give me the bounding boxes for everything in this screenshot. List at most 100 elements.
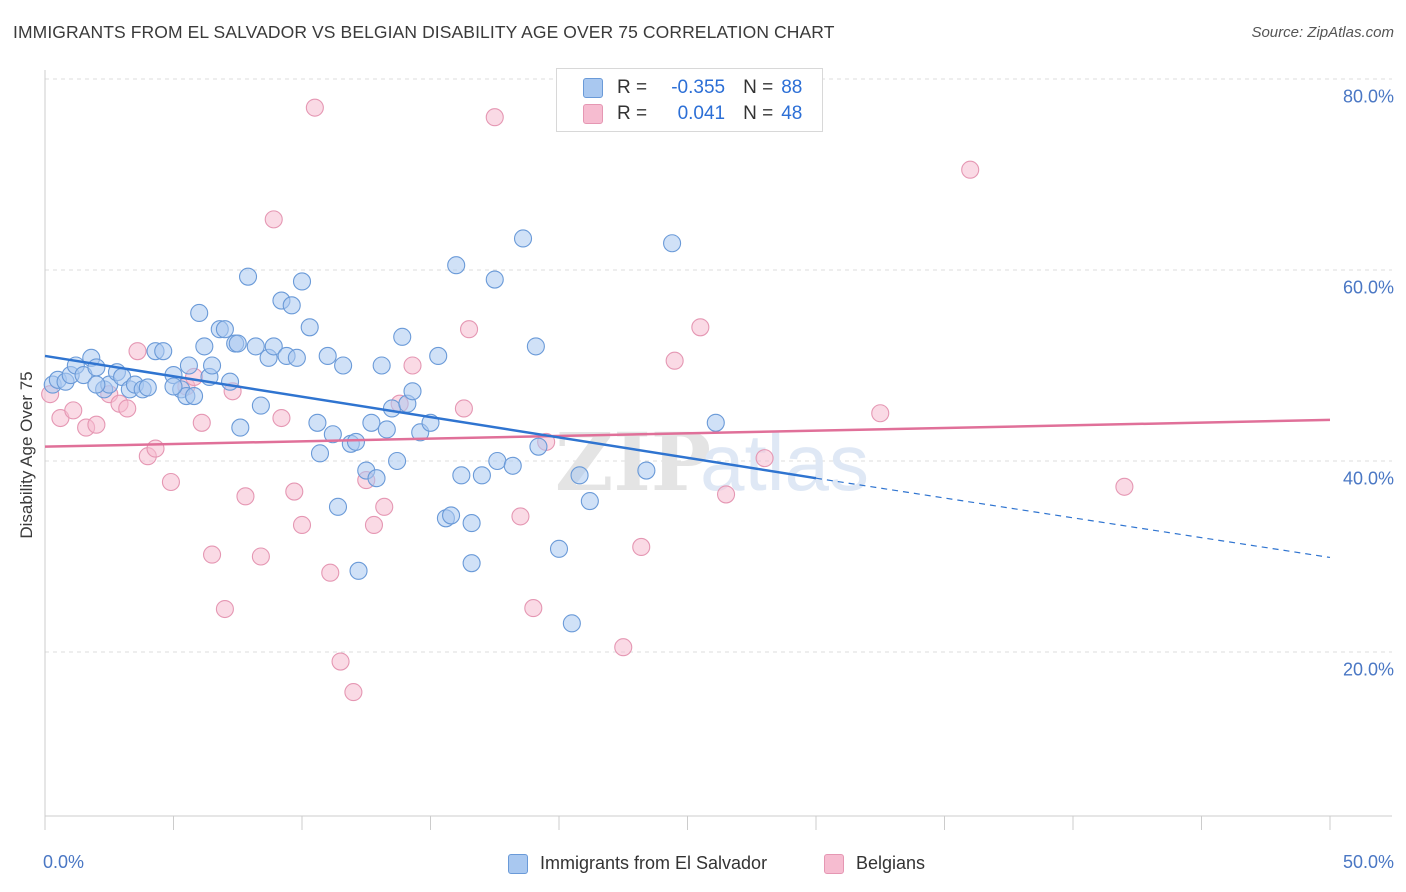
- el-salvador-point: [195, 337, 214, 356]
- belgian-point: [364, 515, 384, 535]
- axes: [44, 70, 1392, 830]
- belgian-point: [146, 439, 165, 458]
- source-label: Source: ZipAtlas.com: [1251, 24, 1394, 41]
- belgian-point: [161, 472, 180, 492]
- el-salvador-point: [328, 497, 348, 516]
- legend-item-el-salvador: Immigrants from El Salvador: [508, 853, 767, 874]
- el-salvador-point: [382, 399, 402, 418]
- belgian-point: [459, 320, 479, 339]
- el-salvador-point: [190, 303, 209, 323]
- el-salvador-point: [308, 413, 327, 432]
- el-salvador-point: [570, 466, 589, 485]
- el-salvador-point: [220, 372, 240, 391]
- belgian-point: [614, 638, 633, 657]
- belgian-point: [272, 408, 291, 428]
- belgian-point: [285, 482, 304, 501]
- el-salvador-point: [310, 444, 330, 463]
- el-salvador-point: [287, 348, 306, 367]
- el-salvador-point: [462, 514, 481, 533]
- el-salvador-point: [318, 346, 337, 366]
- el-salvador-point: [323, 425, 342, 444]
- el-salvador-point: [513, 229, 533, 248]
- stats-legend: R = -0.355 N = 88 R = 0.041 N = 48: [556, 68, 823, 132]
- el-salvador-trend-line: [44, 354, 817, 480]
- belgian-point: [1115, 477, 1134, 496]
- grid-lines: [45, 78, 1392, 653]
- belgian-point: [344, 683, 363, 702]
- n-value: 88: [781, 77, 803, 98]
- el-salvador-point: [251, 396, 270, 415]
- y-tick-60: 60.0%: [1342, 277, 1394, 298]
- el-salvador-point: [164, 377, 183, 396]
- belgian-point: [665, 351, 684, 370]
- pink-swatch-icon: [583, 104, 603, 124]
- el-salvador-point: [346, 432, 366, 451]
- n-value: 48: [781, 103, 803, 124]
- belgian-point: [454, 399, 473, 418]
- belgian-point: [118, 399, 137, 418]
- belgian-point: [716, 485, 736, 504]
- el-salvador-point: [562, 614, 581, 633]
- trend-lines: [44, 354, 1331, 559]
- el-salvador-point: [179, 356, 198, 375]
- n-label: N =: [743, 103, 774, 124]
- belgian-point: [524, 599, 543, 618]
- legend-item-belgians: Belgians: [824, 853, 925, 874]
- legend-label: Belgians: [856, 853, 926, 873]
- el-salvador-point: [503, 456, 522, 475]
- el-salvador-point: [472, 466, 491, 485]
- el-salvador-point: [372, 356, 391, 375]
- el-salvador-point: [138, 378, 157, 397]
- el-salvador-point: [349, 561, 368, 580]
- el-salvador-point: [388, 451, 407, 471]
- belgian-point: [251, 547, 270, 566]
- legend-row-belgians: R = 0.041 N = 48: [583, 102, 802, 126]
- belgian-point: [292, 515, 312, 535]
- el-salvador-point: [246, 337, 265, 356]
- y-tick-40: 40.0%: [1342, 468, 1394, 489]
- y-axis-label: Disability Age Over 75: [17, 371, 36, 539]
- el-salvador-point: [452, 466, 471, 485]
- belgians-trend-line: [44, 418, 1331, 448]
- chart-title: IMMIGRANTS FROM EL SALVADOR VS BELGIAN D…: [13, 22, 835, 42]
- el-salvador-point: [488, 451, 507, 471]
- belgian-point: [264, 210, 283, 229]
- belgian-point: [203, 545, 222, 564]
- belgian-point: [236, 487, 255, 506]
- el-salvador-point: [580, 492, 599, 511]
- belgian-point: [403, 356, 422, 375]
- el-salvador-point: [377, 420, 396, 439]
- el-salvador-point: [447, 256, 466, 275]
- el-salvador-point: [185, 387, 204, 406]
- watermark-zip: ZIP: [555, 415, 711, 509]
- el-salvador-trend-extension: [815, 477, 1331, 559]
- legend-label: Immigrants from El Salvador: [540, 853, 768, 873]
- belgian-point: [331, 652, 350, 671]
- belgian-point: [321, 563, 340, 582]
- y-tick-80: 80.0%: [1342, 86, 1394, 107]
- el-salvador-point: [334, 356, 353, 375]
- belgian-point: [511, 507, 530, 526]
- el-salvador-points: [43, 229, 725, 633]
- r-value: -0.355: [671, 77, 726, 98]
- el-salvador-point: [549, 539, 569, 558]
- belgian-point: [485, 108, 504, 127]
- belgian-point: [305, 98, 324, 117]
- el-salvador-point: [154, 342, 173, 361]
- el-salvador-point: [529, 437, 548, 456]
- legend-row-el-salvador: R = -0.355 N = 88: [583, 76, 802, 100]
- el-salvador-point: [485, 270, 504, 289]
- el-salvador-point: [292, 272, 312, 291]
- el-salvador-point: [393, 327, 412, 346]
- el-salvador-point: [462, 554, 481, 573]
- el-salvador-point: [215, 320, 234, 339]
- el-salvador-point: [238, 267, 258, 286]
- el-salvador-point: [403, 382, 422, 401]
- belgian-point: [871, 404, 890, 423]
- blue-swatch-icon: [583, 78, 603, 98]
- r-label: R =: [617, 77, 648, 98]
- el-salvador-point: [87, 358, 106, 377]
- belgian-point: [961, 160, 980, 179]
- belgian-point: [691, 318, 710, 337]
- belgian-point: [755, 449, 774, 468]
